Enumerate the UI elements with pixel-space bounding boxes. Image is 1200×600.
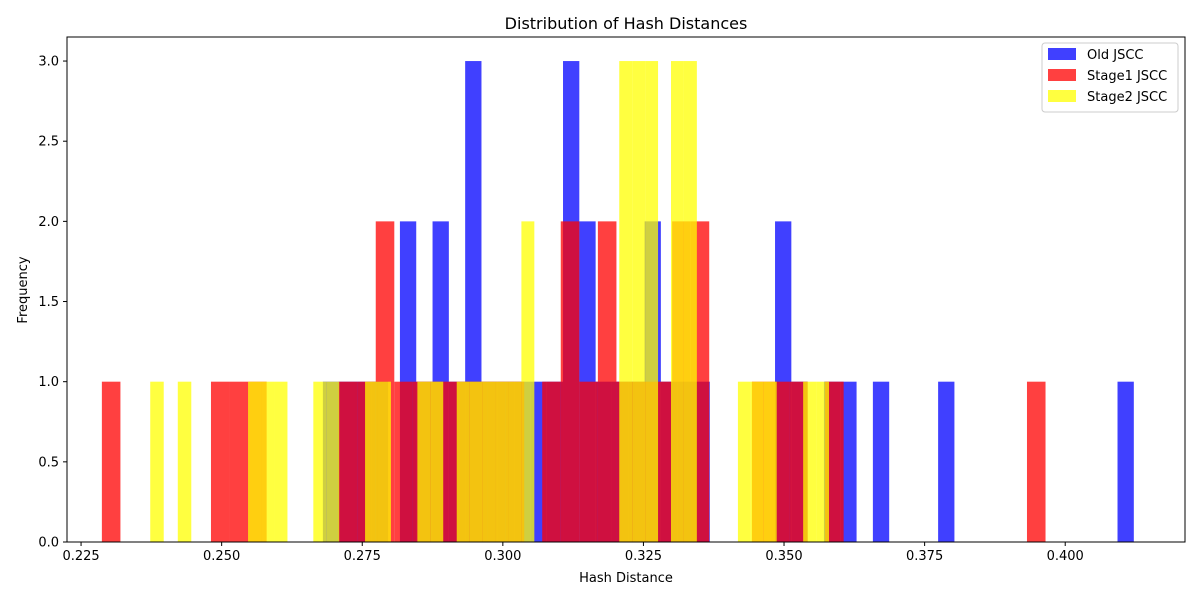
histogram-bar [150,381,164,542]
histogram-bar [619,61,633,543]
x-tick-label: 0.300 [484,549,521,564]
histogram-bar [1026,381,1046,542]
histogram-bar [750,381,764,542]
histogram-bar [872,381,890,542]
histogram-bar [274,381,288,542]
series-2-bars [101,221,1046,542]
histogram-bar [469,381,483,542]
histogram-bar [816,381,830,542]
histogram-bar [803,381,817,542]
y-tick-label: 3.0 [38,55,59,70]
histogram-bar [789,381,808,542]
histogram-bar [417,381,431,542]
y-tick-label: 1.0 [38,375,59,390]
histogram-bar [365,381,378,542]
legend-swatch [1048,69,1076,81]
legend-label: Old JSCC [1087,48,1143,63]
x-tick-label: 0.325 [625,549,662,564]
histogram-bar [938,381,955,542]
y-axis: 0.0 0.5 1.0 1.5 2.0 2.5 3.0 [38,55,67,551]
x-tick-label: 0.375 [906,549,943,564]
x-axis: 0.225 0.250 0.275 0.300 0.325 0.350 0.375 0.400 [62,542,1084,564]
x-tick-label: 0.225 [62,549,99,564]
histogram-bar [825,381,844,542]
series-3-bars [150,61,830,543]
histogram-bar [632,61,646,543]
legend-label: Stage1 JSCC [1087,69,1167,84]
histogram-bar [430,381,444,542]
histogram-bar [840,381,857,542]
legend-label: Stage2 JSCC [1087,90,1167,105]
x-tick-label: 0.275 [344,549,381,564]
histogram-bar [456,381,470,542]
histogram-bar [521,221,535,542]
histogram-bar [1117,381,1134,542]
x-axis-label: Hash Distance [579,571,673,586]
histogram-bar [177,381,192,542]
histogram-bar [579,381,598,542]
x-tick-label: 0.250 [203,549,240,564]
histogram-bar [377,381,391,542]
histogram-bar [542,381,561,542]
x-tick-label: 0.350 [765,549,802,564]
legend-swatch [1048,48,1076,60]
histogram-bar [560,221,580,542]
histogram-bar [229,381,249,542]
histogram-bar [338,381,358,542]
histogram-bar [683,61,697,543]
plot-frame [66,36,1186,543]
y-tick-label: 0.0 [38,536,59,551]
histogram-bar [313,381,327,542]
y-tick-label: 1.5 [38,295,59,310]
histogram-bar [653,381,673,542]
y-tick-label: 0.5 [38,455,59,470]
histogram-bar [597,221,617,542]
histogram-bar [482,381,496,542]
histogram-bar [261,381,275,542]
histogram-bar [326,381,340,542]
histogram-bar [210,381,230,542]
bars-layer [101,61,1134,543]
y-axis-label: Frequency [16,256,31,323]
legend: Old JSCC Stage1 JSCC Stage2 JSCC [1041,42,1179,113]
histogram-bar [495,381,509,542]
x-tick-label: 0.400 [1047,549,1084,564]
y-tick-label: 2.5 [38,135,59,150]
histogram-bar [763,381,777,542]
legend-swatch [1048,90,1076,102]
histogram-bar [101,381,121,542]
histogram-bar [737,381,751,542]
histogram-bar [645,61,659,543]
histogram-bar [508,381,522,542]
chart-title: Distribution of Hash Distances [505,14,748,33]
histogram-bar [670,61,684,543]
histogram-bar [248,381,262,542]
y-tick-label: 2.0 [38,215,59,230]
histogram-bar [394,381,413,542]
